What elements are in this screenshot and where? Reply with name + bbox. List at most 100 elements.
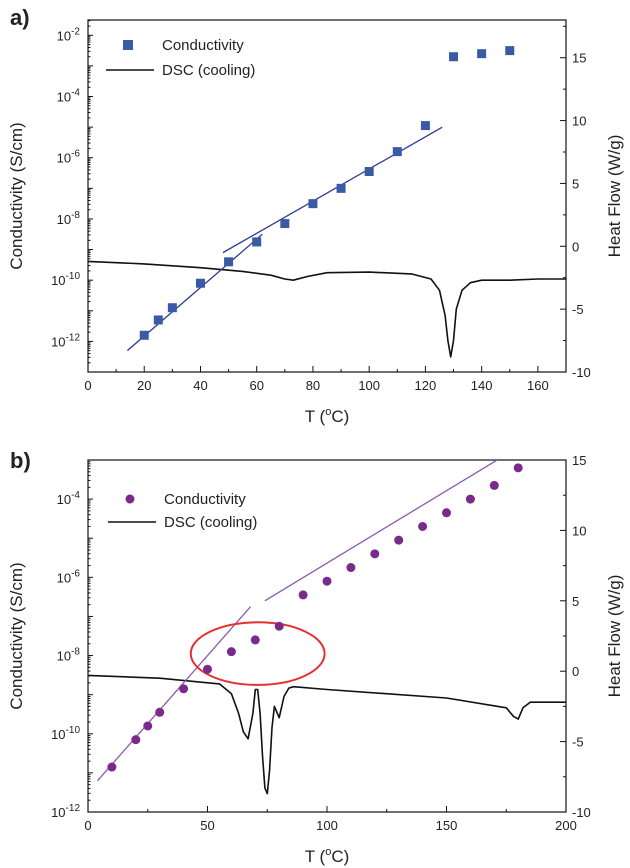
y-tick-label: 10-6	[57, 568, 81, 585]
conductivity-point	[226, 647, 236, 657]
conductivity-point	[370, 549, 380, 559]
y2-axis-label: Heat Flow (W/g)	[605, 575, 624, 698]
y2-tick-label: -5	[572, 735, 584, 750]
conductivity-point	[153, 315, 163, 325]
fit-line-1	[126, 233, 263, 352]
fit-line-2	[264, 460, 499, 602]
x-tick-label: 160	[527, 378, 549, 393]
conductivity-point	[252, 237, 262, 247]
y-tick-label: 10-2	[57, 26, 81, 43]
conductivity-point	[420, 121, 430, 131]
x-axis-label: T (oC)	[305, 406, 350, 426]
conductivity-point	[250, 635, 260, 645]
fit-line-1	[97, 606, 252, 782]
conductivity-point	[322, 576, 332, 586]
y2-tick-label: -10	[572, 365, 591, 380]
y2-tick-label: -10	[572, 805, 591, 820]
conductivity-point	[336, 183, 346, 193]
conductivity-point	[167, 303, 177, 313]
conductivity-point	[203, 664, 212, 674]
y2-tick-label: 5	[572, 176, 579, 191]
y2-tick-label: 0	[572, 664, 579, 679]
x-tick-label: 80	[306, 378, 320, 393]
legend: Conductivity DSC (cooling)	[108, 491, 257, 531]
x-tick-label: 0	[84, 818, 91, 833]
fit-line-2	[222, 126, 443, 254]
x-tick-label: 40	[193, 378, 207, 393]
conductivity-point	[131, 735, 141, 745]
x-tick-label: 50	[200, 818, 214, 833]
y-axis-label: Conductivity (S/cm)	[7, 122, 26, 269]
x-tick-label: 150	[436, 818, 458, 833]
conductivity-point	[107, 762, 117, 772]
highlight-ellipse	[189, 621, 326, 686]
conductivity-point	[394, 535, 404, 545]
conductivity-point	[442, 508, 451, 518]
y-tick-label: 10-8	[57, 647, 81, 664]
conductivity-point	[195, 278, 205, 288]
conductivity-point	[526, 450, 535, 459]
x-tick-label: 0	[84, 378, 91, 393]
conductivity-point	[392, 147, 402, 157]
conductivity-point	[465, 494, 475, 504]
y-tick-label: 10-12	[51, 803, 80, 820]
y-tick-label: 10-12	[51, 332, 80, 349]
conductivity-point	[449, 52, 459, 62]
legend-label-conductivity: Conductivity	[164, 491, 246, 508]
y-tick-label: 10-10	[51, 271, 80, 288]
conductivity-point	[224, 257, 234, 267]
x-tick-label: 60	[249, 378, 263, 393]
conductivity-point	[418, 521, 428, 531]
plot-frame	[87, 459, 567, 813]
y2-tick-label: 10	[572, 523, 586, 538]
x-tick-label: 100	[316, 818, 338, 833]
conductivity-point	[274, 621, 284, 631]
y-tick-label: 10-8	[57, 210, 81, 227]
conductivity-point	[308, 199, 318, 209]
y2-tick-label: 5	[572, 594, 579, 609]
conductivity-point	[139, 330, 149, 340]
legend-marker-conductivity	[125, 494, 135, 504]
y2-tick-label: 10	[572, 114, 586, 129]
x-tick-label: 20	[137, 378, 151, 393]
chart-panel-a: a)0 20 40 60 80 100 120 140 16010-1210-1010-810-…	[7, 5, 624, 426]
plot-area	[88, 450, 566, 795]
legend: Conductivity DSC (cooling)	[106, 37, 255, 79]
legend-marker-conductivity	[123, 40, 133, 50]
plot-area	[88, 46, 566, 358]
y2-tick-label: 15	[572, 453, 586, 468]
y-tick-label: 10-4	[57, 88, 81, 105]
x-axis-label: T (oC)	[305, 846, 350, 866]
panel-label: a)	[10, 5, 30, 30]
conductivity-point	[477, 49, 487, 59]
panel-label: b)	[10, 448, 31, 473]
x-tick-label: 120	[415, 378, 437, 393]
y2-tick-label: -5	[572, 302, 584, 317]
conductivity-point	[179, 684, 189, 694]
x-tick-label: 100	[358, 378, 380, 393]
y2-axis-label: Heat Flow (W/g)	[605, 135, 624, 258]
conductivity-point	[298, 590, 308, 600]
conductivity-point	[513, 463, 523, 473]
conductivity-point	[143, 721, 153, 731]
conductivity-point	[280, 219, 290, 229]
conductivity-point	[489, 480, 499, 490]
x-tick-label: 200	[555, 818, 577, 833]
y2-tick-label: 0	[572, 239, 579, 254]
conductivity-point	[505, 46, 515, 56]
dsc-curve	[88, 674, 566, 795]
chart-panel-b: b)0 50 100 150 20010-1210-1010-810-610-4-10-…	[7, 448, 624, 866]
y-tick-label: 10-4	[57, 490, 81, 507]
legend-label-conductivity: Conductivity	[162, 37, 244, 54]
plot-frame	[87, 19, 567, 373]
conductivity-point	[155, 707, 165, 717]
y-tick-label: 10-6	[57, 149, 81, 166]
conductivity-point	[364, 167, 374, 177]
legend-label-dsc: DSC (cooling)	[162, 62, 255, 79]
dsc-curve	[88, 260, 566, 358]
legend-label-dsc: DSC (cooling)	[164, 514, 257, 531]
y-tick-label: 10-10	[51, 725, 80, 742]
x-tick-label: 140	[471, 378, 493, 393]
y-axis-label: Conductivity (S/cm)	[7, 562, 26, 709]
